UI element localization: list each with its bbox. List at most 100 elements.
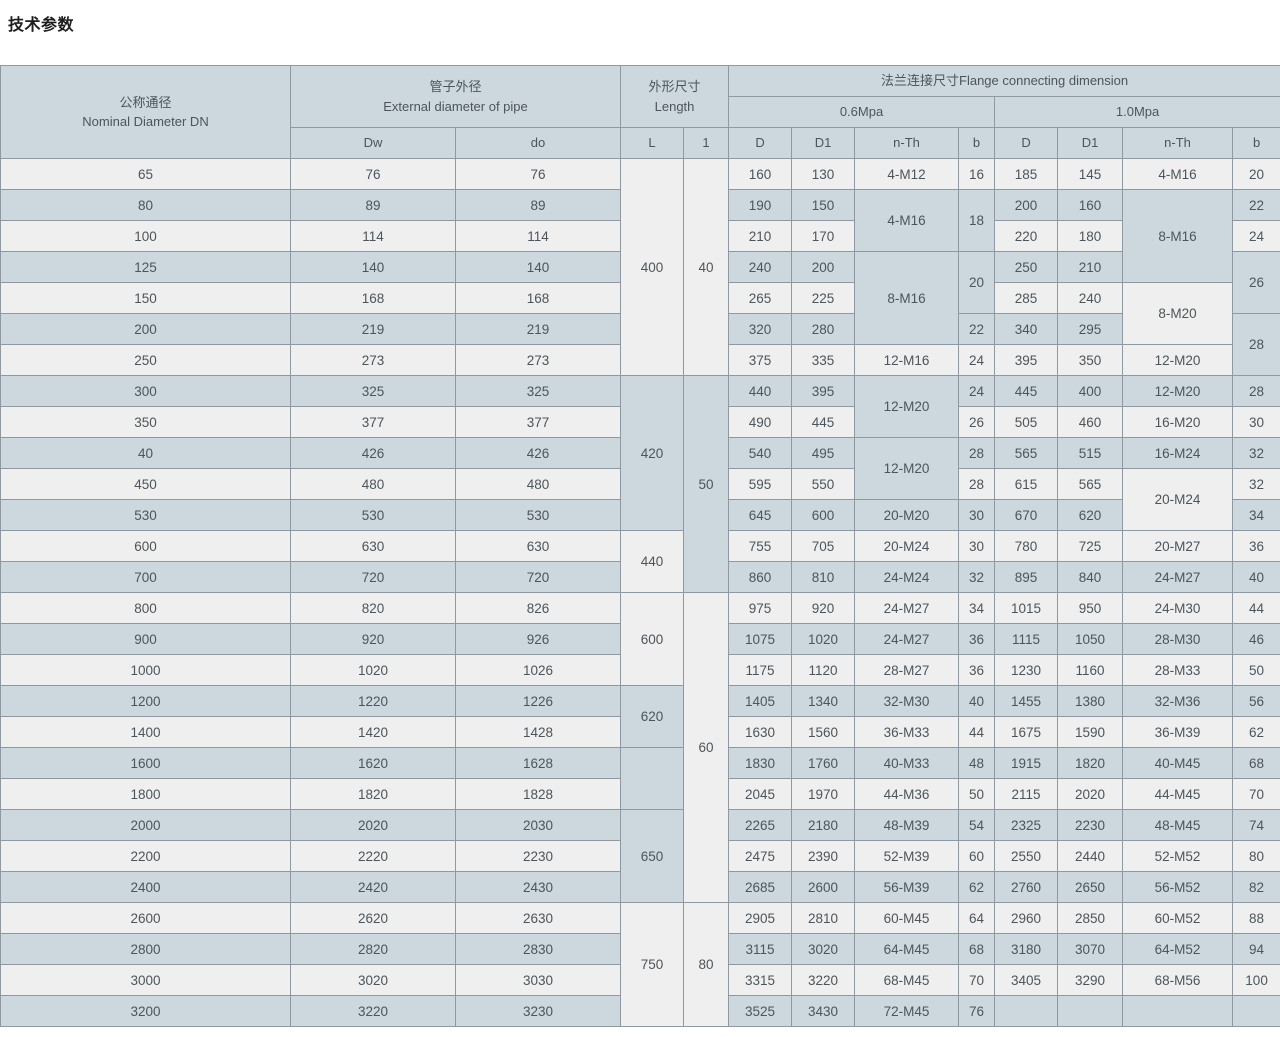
table-cell: 2820 xyxy=(290,933,456,965)
table-cell: 2810 xyxy=(791,902,856,934)
table-cell: 88 xyxy=(1232,902,1280,934)
table-cell: 826 xyxy=(455,592,621,624)
table-cell: 3030 xyxy=(455,964,621,996)
table-row: 3000 3020 3030 3315 3220 68-M45 70 3405 3290 68-M… xyxy=(0,964,1280,996)
table-cell: 50 xyxy=(958,778,996,810)
table-cell: 54 xyxy=(958,809,996,841)
table-cell: 600 xyxy=(0,530,291,562)
table-cell: 30 xyxy=(958,530,996,562)
table-cell: 377 xyxy=(455,406,621,438)
table-cell: 8-M16 xyxy=(1122,189,1234,283)
table-cell: 28 xyxy=(1232,375,1280,407)
table-cell: 350 xyxy=(0,406,291,438)
table-cell: 24-M30 xyxy=(1122,592,1234,624)
table-cell: 2000 xyxy=(0,809,291,841)
table-cell: 1970 xyxy=(791,778,856,810)
table-cell: 168 xyxy=(290,282,456,314)
table-cell: 12-M16 xyxy=(854,344,960,376)
table-cell: 36-M33 xyxy=(854,716,960,748)
table-cell: 340 xyxy=(994,313,1059,345)
table-cell: 4-M16 xyxy=(854,189,960,252)
table-row: 530 530 530 645 600 20-M20 30 670 620 34 xyxy=(0,499,1280,531)
table-cell: 62 xyxy=(1232,716,1280,748)
table-cell: 285 xyxy=(994,282,1059,314)
table-cell: 100 xyxy=(1232,964,1280,996)
table-cell: 3430 xyxy=(791,995,856,1027)
table-cell: 32-M30 xyxy=(854,685,960,717)
table-cell: 12-M20 xyxy=(1122,344,1234,376)
table-row: 300 325 325 420 50 440 395 12-M20 24 445 400 12-M20… xyxy=(0,375,1280,593)
table-cell: 1340 xyxy=(791,685,856,717)
table-cell: 3115 xyxy=(728,933,793,965)
table-cell: 1590 xyxy=(1057,716,1124,748)
table-row: 2600 2620 2630 750 80 2905 2810 60-M45 64 2960 285… xyxy=(0,902,1280,1027)
table-cell: 1026 xyxy=(455,654,621,686)
table-cell: 1455 xyxy=(994,685,1059,717)
table-cell: 300 xyxy=(0,375,291,407)
table-cell: 2850 xyxy=(1057,902,1124,934)
table-cell: 210 xyxy=(728,220,793,252)
table-cell: 1200 xyxy=(0,685,291,717)
table-cell: 400 xyxy=(1057,375,1124,407)
table-cell: 375 xyxy=(728,344,793,376)
table-header-cell: Dw xyxy=(290,127,456,159)
table-cell: 36 xyxy=(958,654,996,686)
table-cell: 1620 xyxy=(290,747,456,779)
table-cell: 3020 xyxy=(290,964,456,996)
table-cell: 22 xyxy=(958,313,996,345)
table-header-row: Dw do L 1 D D1 n-Th b D D1 n-Th b xyxy=(1,127,1280,159)
table-cell: 52-M52 xyxy=(1122,840,1234,872)
table-cell: 670 xyxy=(994,499,1059,531)
table-header-cell: 外形尺寸 Length xyxy=(619,65,730,128)
table-row: 2400 2420 2430 2685 2600 56-M39 62 2760 2650 56-M… xyxy=(0,871,1280,903)
table-cell: 89 xyxy=(290,189,456,221)
table-cell: 1160 xyxy=(1057,654,1124,686)
table-cell: 68-M45 xyxy=(854,964,960,996)
table-cell: 840 xyxy=(1057,561,1124,593)
table-cell: 1675 xyxy=(994,716,1059,748)
table-cell: 140 xyxy=(455,251,621,283)
table-row: 800 820 826 600 60 975 920 24-M27 34 1015 950 24-M3… xyxy=(0,592,1280,903)
table-cell: 1230 xyxy=(994,654,1059,686)
table-cell: 36-M39 xyxy=(1122,716,1234,748)
table-cell: 44 xyxy=(958,716,996,748)
table-cell: 62 xyxy=(958,871,996,903)
table-cell: 8-M20 xyxy=(1122,282,1234,345)
table-cell: 426 xyxy=(455,437,621,469)
table-cell: 2440 xyxy=(1057,840,1124,872)
table-cell: 2760 xyxy=(994,871,1059,903)
table-cell: 920 xyxy=(791,592,856,624)
table-cell: 36 xyxy=(958,623,996,655)
table-cell: 1600 xyxy=(0,747,291,779)
table-cell: 32 xyxy=(958,561,996,593)
table-cell: 3020 xyxy=(791,933,856,965)
table-header-row: 0.6Mpa 1.0Mpa xyxy=(1,96,1280,128)
table-cell: 12-M20 xyxy=(854,437,960,500)
table-cell: 28-M30 xyxy=(1122,623,1234,655)
table-cell: 250 xyxy=(0,344,291,376)
table-cell: 40 xyxy=(1232,561,1280,593)
table-cell: 1628 xyxy=(455,747,621,779)
table-cell: 26 xyxy=(1232,251,1280,314)
table-cell: 1000 xyxy=(0,654,291,686)
table-cell: 20-M20 xyxy=(854,499,960,531)
table-cell: 2325 xyxy=(994,809,1059,841)
table-header-cell: 管子外径 External diameter of pipe xyxy=(290,65,621,128)
table-cell: 150 xyxy=(791,189,856,221)
table-row: 80 89 89 190 150 4-M16 18 200 160 8-M16 22 xyxy=(0,189,1280,283)
table-cell: 3070 xyxy=(1057,933,1124,965)
table-cell: 64-M52 xyxy=(1122,933,1234,965)
table-cell: 2045 xyxy=(728,778,793,810)
table-cell: 36 xyxy=(1232,530,1280,562)
table-cell: 2390 xyxy=(791,840,856,872)
table-cell: 1020 xyxy=(791,623,856,655)
table-cell: 895 xyxy=(994,561,1059,593)
table-header-cell: L xyxy=(620,127,684,159)
table-cell: 280 xyxy=(791,313,856,345)
table-cell: 700 xyxy=(0,561,291,593)
table-header-cell: b xyxy=(1232,127,1280,159)
table-cell: 32-M36 xyxy=(1122,685,1234,717)
table-cell: 89 xyxy=(455,189,621,221)
table-cell: 4-M16 xyxy=(1122,158,1234,190)
table-cell: 16-M24 xyxy=(1122,437,1234,469)
